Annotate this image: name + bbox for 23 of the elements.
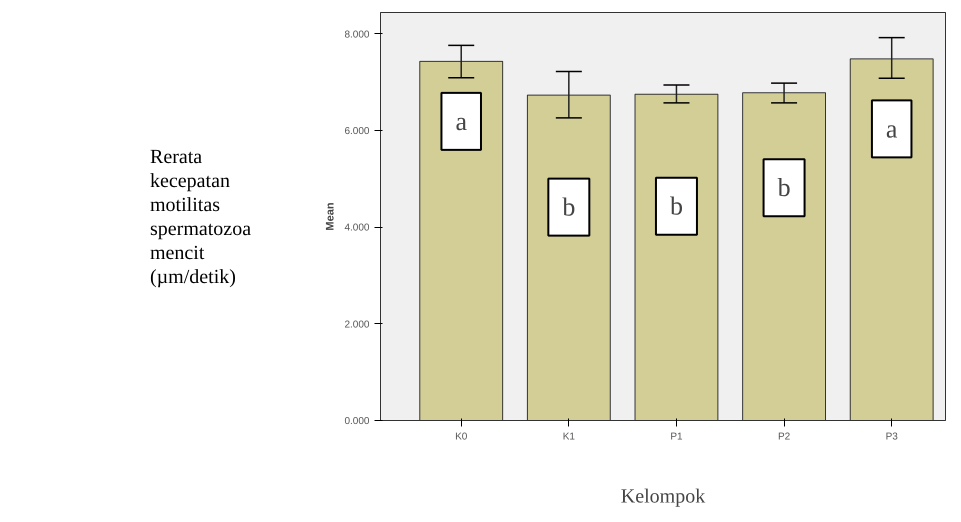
annotation: b: [778, 173, 791, 202]
x-tick-label: K1: [562, 432, 576, 442]
annotation: b: [670, 192, 683, 221]
x-axis-title: Kelompok: [620, 486, 706, 508]
bar: [634, 94, 718, 420]
bar: [526, 94, 611, 420]
y-tick-label: 2.000: [344, 319, 370, 330]
bar: [419, 60, 504, 420]
y-tick-label: 4.000: [344, 222, 370, 234]
y-tick-label: 0.000: [344, 416, 370, 427]
text: Rerata kecepatan motilitas spermatozoa mencit (µm/detik): [150, 145, 252, 289]
annotation: b: [562, 192, 576, 222]
y-tick-label: 8.000: [344, 29, 370, 40]
x-tick-label: K0: [455, 432, 468, 442]
x-tick-label: P3: [886, 432, 898, 442]
annotation: a: [455, 106, 468, 136]
y-axis-title: Mean: [324, 202, 336, 231]
bar: [850, 58, 934, 420]
annotation: a: [886, 114, 898, 144]
bar: [742, 92, 826, 420]
y-tick-label: 6.000: [344, 126, 370, 137]
x-tick-label: P1: [670, 432, 684, 442]
x-tick-label: P2: [778, 432, 791, 442]
